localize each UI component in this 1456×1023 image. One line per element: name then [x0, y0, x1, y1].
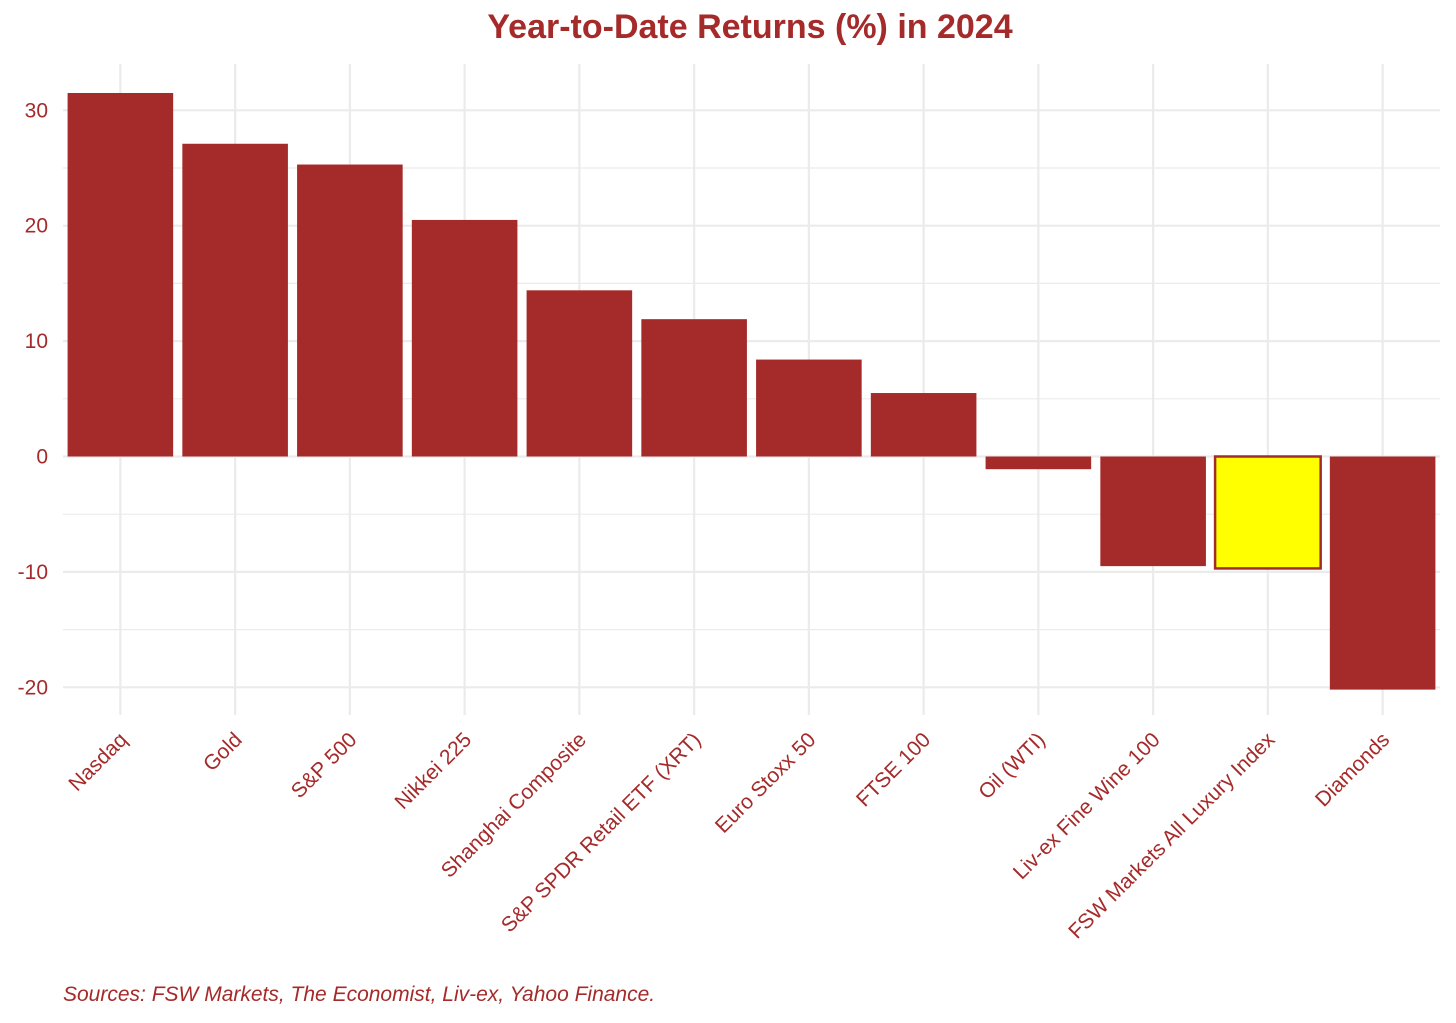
bar — [1100, 456, 1206, 567]
x-tick-label: Nasdaq — [64, 728, 131, 795]
bar — [297, 164, 403, 457]
x-tick-label: Diamonds — [1311, 728, 1394, 811]
bar — [411, 219, 518, 457]
bar — [641, 319, 747, 457]
x-tick-label: S&P SPDR Retail ETF (XRT) — [497, 728, 706, 937]
bar — [182, 143, 288, 457]
bar — [1329, 456, 1436, 690]
y-tick-label: -20 — [18, 676, 48, 699]
x-tick-label: S&P 500 — [287, 728, 362, 803]
x-tick-label: Gold — [199, 728, 247, 776]
y-tick-label: 10 — [25, 330, 48, 353]
x-tick-label: Nikkei 225 — [391, 728, 477, 814]
y-tick-label: 30 — [25, 99, 48, 122]
source-caption: Sources: FSW Markets, The Economist, Liv… — [63, 983, 656, 1006]
bars — [67, 92, 1436, 690]
y-tick-label: 0 — [36, 446, 48, 469]
chart-title: Year-to-Date Returns (%) in 2024 — [487, 8, 1013, 46]
x-tick-label: Oil (WTI) — [974, 728, 1050, 804]
y-tick-label: -10 — [18, 561, 48, 584]
x-tick-label: Euro Stoxx 50 — [711, 728, 821, 838]
x-tick-label: FSW Markets All Luxury Index — [1064, 728, 1279, 943]
bar — [67, 92, 174, 457]
bar — [870, 393, 977, 457]
bar — [985, 456, 1092, 470]
bar — [526, 290, 633, 457]
bar — [756, 359, 862, 457]
x-tick-label: FTSE 100 — [852, 728, 935, 811]
y-axis-ticks: -20 -10 0 10 20 30 — [18, 99, 48, 699]
y-tick-label: 20 — [25, 215, 48, 238]
bar-highlight — [1213, 455, 1322, 570]
